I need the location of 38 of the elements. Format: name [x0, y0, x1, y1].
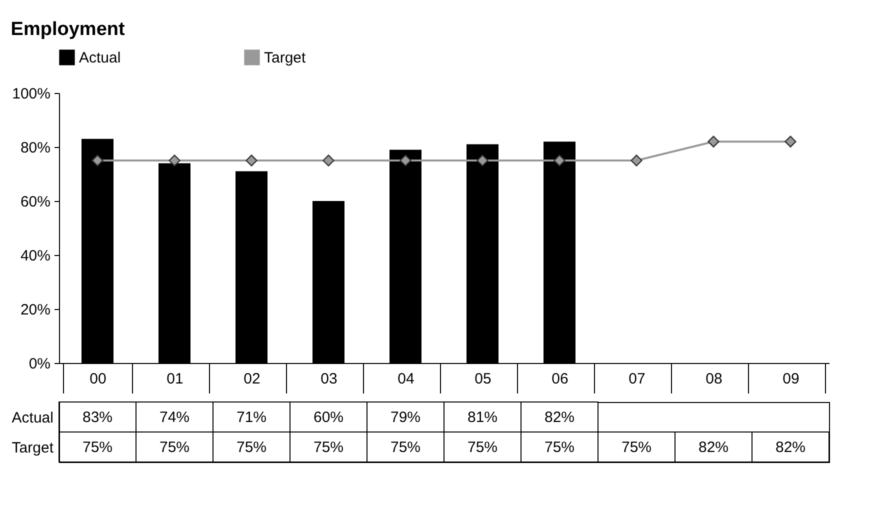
x-tick-label: 03 — [320, 370, 338, 388]
data-label: 75% — [313, 439, 344, 456]
x-tick-label: 06 — [552, 370, 568, 388]
y-tick-label: 0% — [28, 356, 50, 372]
x-tick-label: 08 — [706, 370, 722, 388]
y-tick-label: 40% — [20, 248, 50, 264]
legend-label: Actual — [79, 49, 121, 66]
data-label: 81% — [467, 409, 498, 426]
text: Actual — [12, 410, 54, 426]
y-tick-label: 60% — [20, 194, 50, 210]
y-tick-label: 100% — [12, 86, 50, 102]
data-label: 75% — [236, 439, 267, 456]
data-label: 75% — [82, 439, 113, 456]
text: Target — [12, 440, 54, 456]
x-tick-label: 01 — [166, 370, 184, 388]
data-label: 82% — [544, 409, 575, 426]
data-label: 75% — [621, 439, 652, 456]
data-label: 79% — [390, 409, 421, 426]
x-tick-label: 00 — [90, 370, 106, 388]
x-tick-label: 09 — [782, 370, 800, 388]
legend-label: Target — [264, 49, 307, 66]
data-label: 74% — [159, 409, 190, 426]
data-label: 75% — [390, 439, 421, 456]
data-label: 82% — [698, 439, 729, 456]
data-label: 82% — [775, 439, 806, 456]
data-label: 75% — [467, 439, 498, 456]
y-tick-label: 80% — [20, 140, 50, 156]
data-label: 75% — [159, 439, 190, 456]
x-tick-label: 07 — [628, 370, 646, 388]
x-tick-label: 05 — [474, 370, 492, 388]
x-tick-label: 02 — [244, 370, 260, 388]
data-label: 83% — [82, 409, 113, 426]
data-label: 71% — [236, 409, 267, 426]
chart-title: Employment — [10, 19, 126, 40]
x-tick-label: 04 — [398, 370, 414, 388]
data-label: 75% — [544, 439, 575, 456]
y-tick-label: 20% — [20, 302, 50, 318]
data-label: 60% — [313, 409, 344, 426]
